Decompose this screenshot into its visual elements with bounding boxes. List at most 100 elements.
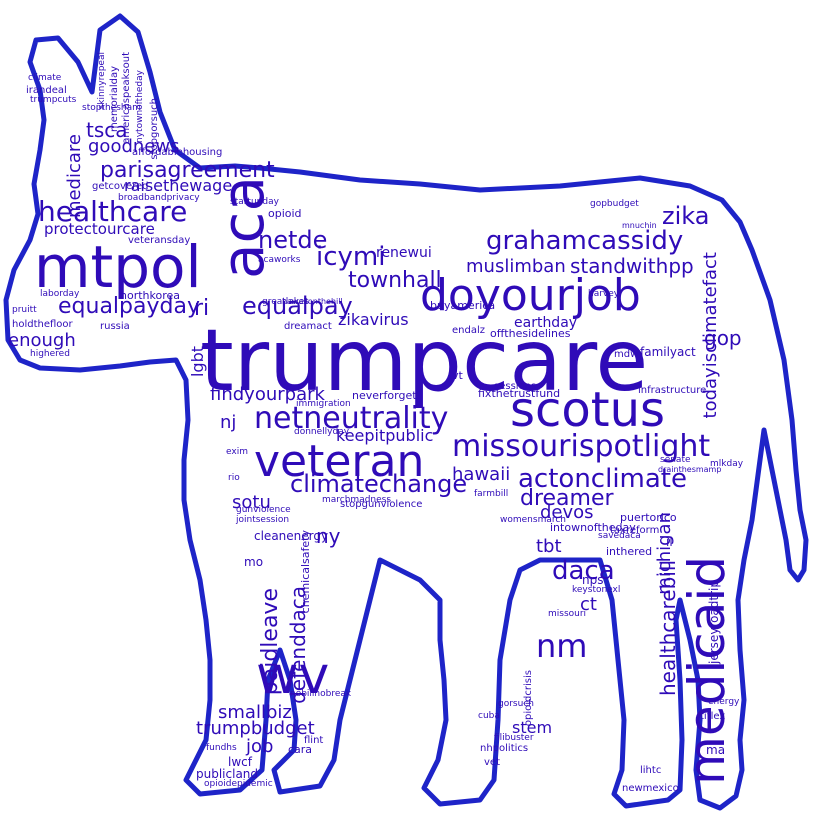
- word-findyourpark: findyourpark: [210, 384, 325, 405]
- word-getcovered: getcovered: [92, 181, 149, 192]
- word-tbt: tbt: [536, 536, 562, 557]
- word-intownoftheday: intownoftheday: [550, 521, 636, 534]
- word-ct: ct: [580, 594, 597, 615]
- word-jointsession: jointsession: [236, 515, 290, 525]
- word-gunviolence: gunviolence: [236, 505, 291, 515]
- word-laborday: laborday: [40, 289, 80, 299]
- word-filibuster: filibuster: [494, 733, 534, 743]
- word-fixthetrustfund: fixthetrustfund: [478, 387, 561, 400]
- word-titlex: titlex: [700, 711, 726, 722]
- word-rio: rio: [228, 473, 240, 483]
- word-equalpay: equalpay: [242, 292, 353, 320]
- word-mo: mo: [244, 555, 264, 569]
- word-dreamact: dreamact: [284, 321, 332, 332]
- word-vt: vt: [452, 369, 463, 382]
- word-womensmarch: womensmarch: [500, 515, 567, 525]
- word-gorsuch: gorsuch: [498, 699, 534, 709]
- word-doyourjob: doyourjob: [420, 270, 641, 321]
- word-renewui: renewui: [376, 245, 432, 261]
- word-ma: ma: [706, 743, 726, 757]
- word-russia: russia: [100, 321, 130, 332]
- word-mlkday: mlkday: [710, 459, 744, 469]
- word-job: job: [246, 736, 274, 757]
- word-il: il: [666, 535, 673, 549]
- word-ny: ny: [316, 524, 341, 548]
- word-climate: climate: [28, 73, 62, 83]
- word-trumpbudget: trumpbudget: [196, 718, 315, 739]
- word-buyamerica: buyamerica: [430, 299, 496, 312]
- word-senate: senate: [660, 455, 691, 465]
- word-wv: wv: [256, 646, 330, 706]
- word-paidleave: paidleave: [258, 588, 283, 696]
- word-nj: nj: [220, 412, 237, 433]
- word-keepitpublic: keepitpublic: [336, 426, 434, 445]
- word-tsca: tsca: [86, 118, 128, 142]
- word-savedaca: savedaca: [598, 531, 641, 541]
- word-americaspeaksout: americaspeaksout: [121, 52, 132, 144]
- word-icymi: icymi: [316, 242, 386, 272]
- word-donnellyday: donnellyday: [294, 427, 350, 437]
- word-nps: nps: [582, 573, 604, 587]
- word-ri: ri: [194, 296, 210, 321]
- word-stem: stem: [512, 718, 553, 737]
- word-nm: nm: [536, 627, 588, 665]
- word-zika: zika: [662, 202, 710, 230]
- word-pruitt: pruitt: [12, 305, 37, 315]
- word-goodnews: goodnews: [88, 136, 180, 157]
- word-hawaii: hawaii: [452, 464, 511, 485]
- word-zikavirus: zikavirus: [338, 310, 409, 329]
- word-netde: netde: [258, 226, 328, 254]
- word-skinnyrepeal: skinnyrepeal: [97, 52, 107, 110]
- word-offthesidelines: offthesidelines: [490, 327, 571, 340]
- word-stopgunviolence: stopgunviolence: [340, 499, 423, 510]
- word-immigration: immigration: [296, 399, 351, 409]
- word-healthcare: healthcare: [38, 195, 188, 228]
- word-standwithpp: standwithpp: [570, 254, 694, 278]
- word-cuba: cuba: [478, 711, 500, 721]
- word-nytownoftheday: nytownoftheday: [135, 70, 145, 143]
- word-dreamer: dreamer: [520, 486, 614, 511]
- word-chemicalsafety: chemicalsafety: [299, 530, 312, 614]
- word-missouri: missouri: [548, 609, 587, 619]
- word-startupday: startupday: [230, 197, 279, 207]
- word-nhpolitics: nhpolitics: [480, 743, 529, 754]
- word-parisagreement: parisagreement: [100, 158, 275, 183]
- word-gop: gop: [704, 326, 742, 350]
- word-puertorico: puertorico: [620, 511, 677, 524]
- word-missourispotlight: missourispotlight: [452, 429, 711, 464]
- word-keystonexl: keystonexl: [572, 585, 621, 595]
- word-northkorea: northkorea: [120, 289, 181, 302]
- word-infrastructure: infrastructure: [638, 385, 707, 396]
- word-harvey: harvey: [588, 289, 620, 299]
- word-trumpcare: trumpcare: [200, 311, 649, 411]
- word-broadbandprivacy: broadbandprivacy: [118, 193, 200, 203]
- word-cara: cara: [288, 743, 313, 756]
- word-townhall: townhall: [348, 268, 442, 293]
- word-grahamcassidy: grahamcassidy: [486, 226, 684, 256]
- word-endalz: endalz: [452, 325, 485, 336]
- word-lgbt: lgbt: [188, 346, 207, 378]
- word-climatechange: climatechange: [290, 470, 468, 498]
- word-muslimban: muslimban: [466, 256, 566, 277]
- word-smallbiz: smallbiz: [218, 702, 292, 723]
- word-familyact: familyact: [640, 345, 696, 359]
- word-trumpcuts: trumpcuts: [30, 95, 77, 105]
- word-vet: vet: [484, 757, 500, 768]
- word-mnuchin: mnuchin: [622, 221, 657, 230]
- word-irandeal: irandeal: [26, 85, 67, 96]
- word-raisethewage: raisethewage: [124, 176, 233, 195]
- word-sotu: sotu: [232, 492, 271, 513]
- word-mdw: mdw: [614, 349, 639, 360]
- word-publicland: publicland: [196, 767, 259, 781]
- word-gopbudget: gopbudget: [590, 199, 639, 209]
- word-opioid: opioid: [268, 207, 302, 220]
- word-daca: daca: [552, 556, 615, 586]
- word-hawaiionthehill: hawaiionthehill: [282, 297, 343, 306]
- word-newmexico: newmexico: [622, 783, 679, 794]
- word-stopgorsuch: stopgorsuch: [149, 98, 160, 160]
- word-taxreform: taxreform: [610, 525, 660, 536]
- word-cleanenergy: cleanenergy: [254, 529, 329, 543]
